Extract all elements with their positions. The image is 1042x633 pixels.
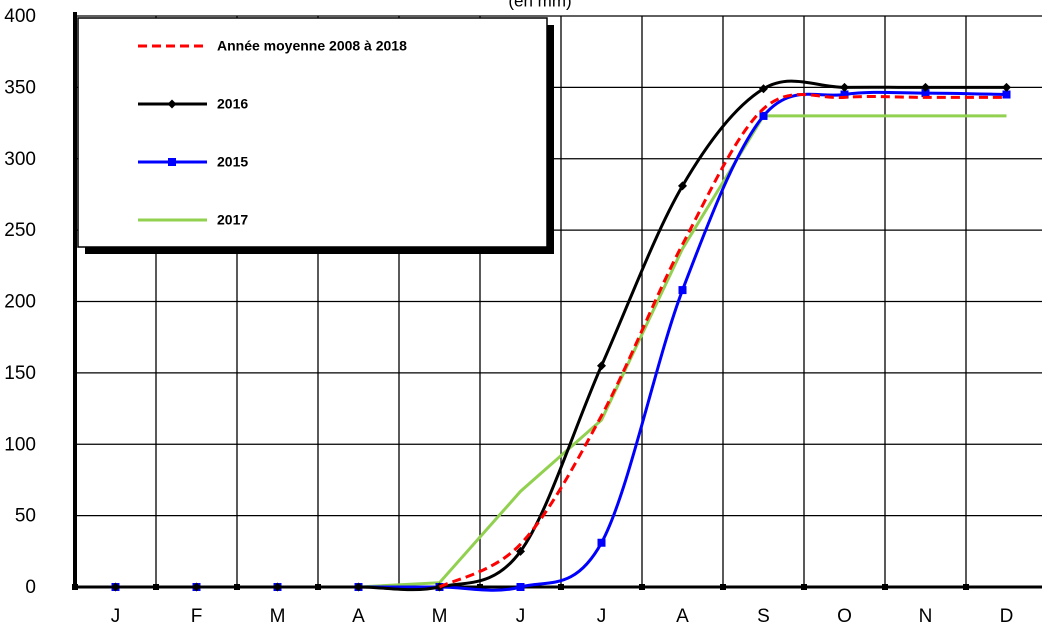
y-tick-label: 350 [4,77,36,98]
marker [678,286,687,295]
marker [597,538,606,547]
y-tick-label: 150 [4,363,36,384]
marker [1002,82,1011,92]
marker [759,111,768,120]
marker [840,82,849,92]
marker [1002,90,1011,99]
legend-label: 2015 [217,154,248,170]
x-tick-label: M [432,606,448,627]
y-tick-label: 250 [4,220,36,241]
y-tick-label: 200 [4,292,36,313]
legend-marker [167,99,177,109]
x-tick-label: O [837,606,852,627]
legend-label: 2016 [217,96,248,112]
y-tick-label: 400 [4,6,36,27]
legend-label: Année moyenne 2008 à 2018 [217,38,407,54]
marker [840,90,849,99]
legend-box [77,17,548,248]
legend-label: 2017 [217,212,248,228]
y-tick-label: 0 [25,577,36,598]
x-tick-label: N [919,606,933,627]
y-tick-label: 50 [15,506,36,527]
x-tick-label: J [597,606,607,627]
x-tick-label: M [270,606,286,627]
marker [273,582,282,592]
x-tick-label: A [352,606,365,627]
y-tick-label: 300 [4,149,36,170]
x-tick-label: J [516,606,526,627]
x-tick-label: D [1000,606,1014,627]
marker [516,546,525,556]
marker [597,361,606,371]
series-line [438,93,1007,589]
x-tick-label: S [757,606,770,627]
marker [921,89,930,98]
legend: Année moyenne 2008 à 2018 2016 2015 2017 [77,17,554,254]
marker [921,82,930,92]
marker [759,84,768,94]
marker [354,582,363,592]
marker [516,583,525,591]
marker [678,181,687,191]
chart-subtitle: (en mm) [508,0,571,10]
x-tick-label: A [676,606,689,627]
legend-marker [168,158,176,166]
x-tick-label: J [111,606,121,627]
marker [111,582,120,592]
x-tick-label: F [191,606,203,627]
marker [192,582,201,592]
y-tick-label: 100 [4,434,36,455]
